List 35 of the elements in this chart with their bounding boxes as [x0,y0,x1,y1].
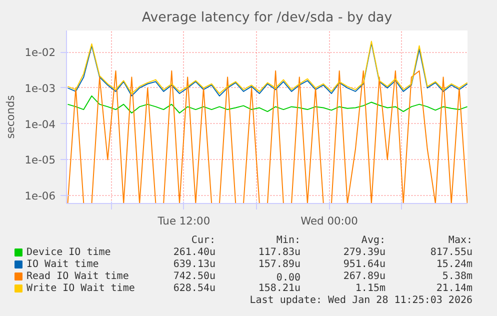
line-series [67,95,468,114]
text: 742.50u [173,271,216,282]
text: 639.13u [173,259,216,270]
text: Cur: [191,235,216,246]
text: Avg: [361,235,386,246]
text: 261.40u [173,247,216,258]
y-axis-title: seconds [4,94,17,139]
y-tick-label: 1e-05 [24,154,56,167]
text: 5.38m [442,271,473,282]
legend-label: IO Wait time [26,259,99,270]
y-tick-label: 1e-06 [24,190,56,203]
text: 0.00 [276,272,301,284]
text: 158.21u [258,283,301,294]
text: 157.89u [258,259,301,270]
text: 117.83u [258,247,301,258]
text: 817.55u [430,247,473,258]
text: 1.15m [355,283,386,294]
text: Max: [448,235,473,246]
text: 951.64u [343,259,386,270]
text: 15.24m [436,259,472,270]
legend-label: Write IO Wait time [26,283,135,294]
x-tick-label: Wed 00:00 [300,214,358,228]
x-tick-label: Tue 12:00 [156,214,210,228]
text: 267.89u [343,271,386,282]
y-tick-label: 1e-02 [24,46,56,60]
text: 628.54u [173,283,216,294]
text: 279.39u [343,247,386,258]
y-tick-label: 1e-04 [24,118,56,131]
text: 21.14m [436,283,472,294]
text: Last update: Wed Jan 28 11:25:03 2026 [250,295,473,306]
legend-label: Device IO time [26,247,111,258]
y-tick-label: 1e-03 [24,82,56,95]
chart-title: Average latency for /dev/sda - by day [142,10,392,26]
text: Min: [276,235,301,246]
legend-label: Read IO Wait time [26,271,129,282]
